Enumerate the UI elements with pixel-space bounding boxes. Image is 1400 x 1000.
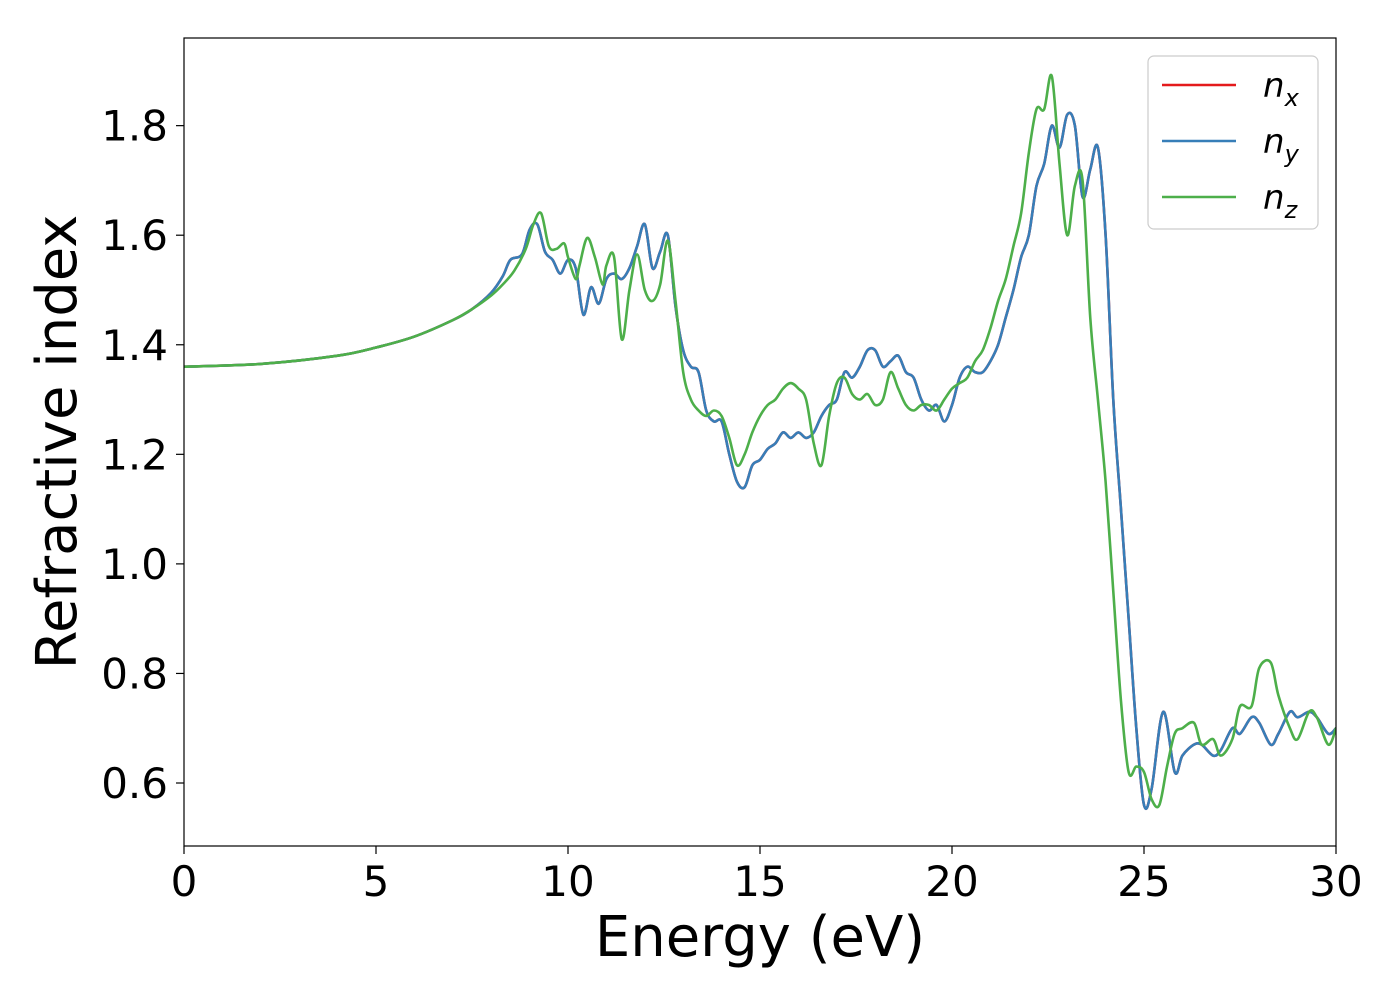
series-layer [184,73,1336,811]
x-tick-label: 10 [541,857,594,906]
x-tick-label: 30 [1309,857,1362,906]
legend-label-main: n [1263,66,1285,106]
legend-label-subscript: x [1284,84,1300,112]
x-tick-label: 25 [1117,857,1170,906]
y-tick-label: 1.0 [101,540,168,589]
x-axis: 0 5 10 15 20 25 30 [171,846,1363,906]
series-line-z [184,73,1336,809]
legend-label-z: nz [1263,178,1299,224]
legend-label-main: n [1263,122,1285,162]
x-tick-label: 5 [363,857,390,906]
y-tick-label: 1.2 [101,430,168,479]
y-tick-label: 0.6 [101,759,168,808]
x-tick-label: 0 [171,857,198,906]
y-tick-label: 1.6 [101,211,168,260]
legend-label-subscript: y [1284,140,1300,168]
y-tick-label: 0.8 [101,649,168,698]
legend-label-main: n [1263,178,1285,218]
y-axis-title: Refractive index [25,215,90,670]
x-tick-label: 20 [925,857,978,906]
y-axis: 0.6 0.8 1.0 1.2 1.4 1.6 1.8 [101,102,184,808]
legend-label-subscript: z [1284,196,1299,224]
series-line-y [184,111,1336,811]
legend-box [1147,55,1319,230]
x-tick-label: 15 [733,857,786,906]
y-tick-label: 1.8 [101,102,168,151]
legend-label-y: ny [1263,122,1300,168]
x-axis-title: Energy (eV) [595,905,925,970]
legend-label-x: nx [1263,66,1300,112]
y-tick-label: 1.4 [101,321,168,370]
